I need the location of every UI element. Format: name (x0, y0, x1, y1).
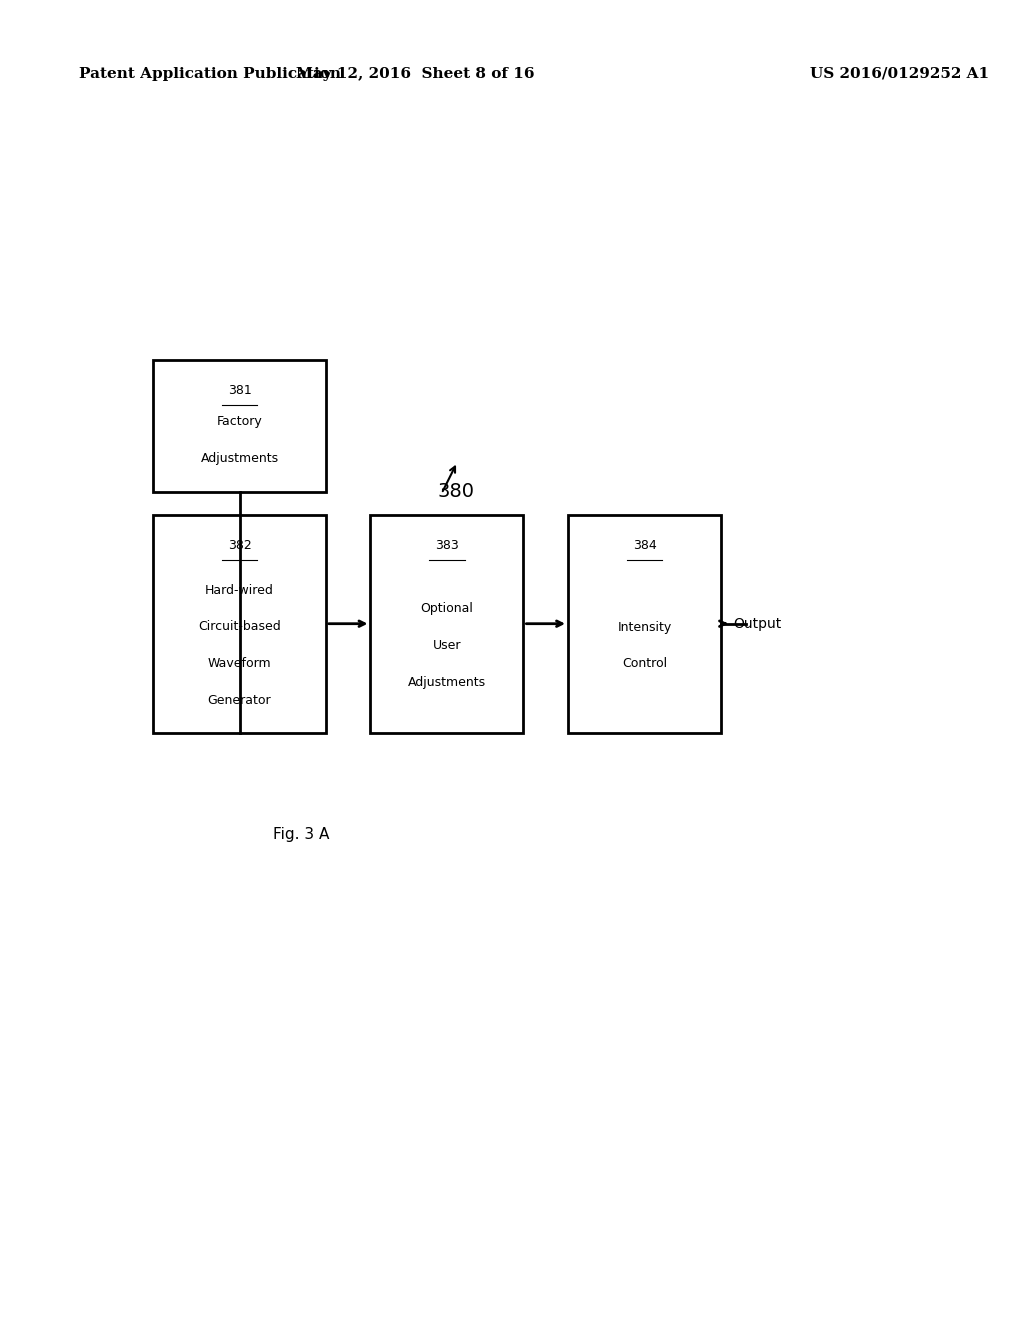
Text: Fig. 3 A: Fig. 3 A (273, 826, 330, 842)
Text: Generator: Generator (208, 694, 271, 708)
FancyBboxPatch shape (154, 515, 326, 733)
Text: 381: 381 (227, 384, 252, 397)
Text: US 2016/0129252 A1: US 2016/0129252 A1 (810, 67, 989, 81)
FancyBboxPatch shape (371, 515, 523, 733)
Text: Waveform: Waveform (208, 657, 271, 671)
Text: Intensity: Intensity (617, 620, 672, 634)
Text: Control: Control (622, 657, 667, 671)
Text: Adjustments: Adjustments (408, 676, 486, 689)
Text: Adjustments: Adjustments (201, 451, 279, 465)
Text: 384: 384 (633, 539, 656, 552)
Text: Factory: Factory (217, 414, 262, 428)
Text: Circuit-based: Circuit-based (199, 620, 281, 634)
Text: Output: Output (733, 616, 781, 631)
Text: 383: 383 (435, 539, 459, 552)
Text: Optional: Optional (421, 602, 473, 615)
Text: 380: 380 (438, 482, 475, 500)
Text: May 12, 2016  Sheet 8 of 16: May 12, 2016 Sheet 8 of 16 (296, 67, 535, 81)
Text: Hard-wired: Hard-wired (205, 583, 274, 597)
Text: Patent Application Publication: Patent Application Publication (79, 67, 341, 81)
FancyBboxPatch shape (154, 360, 326, 492)
FancyBboxPatch shape (568, 515, 721, 733)
Text: User: User (433, 639, 461, 652)
Text: 382: 382 (227, 539, 252, 552)
